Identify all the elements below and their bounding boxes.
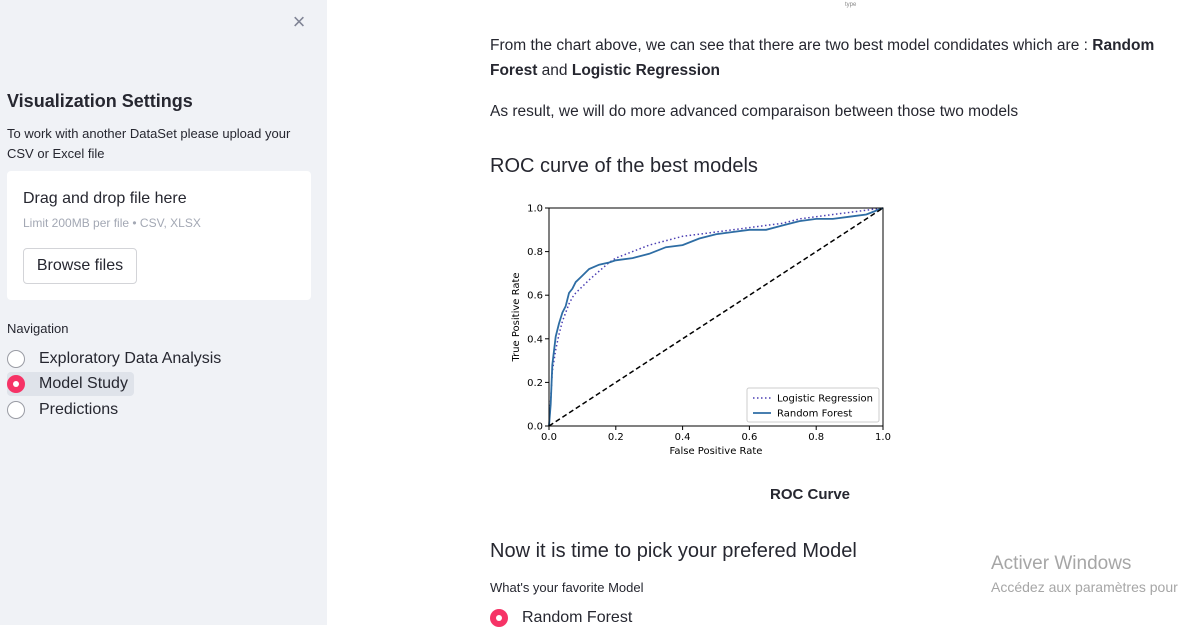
nav-radio-label: Exploratory Data Analysis xyxy=(39,350,222,367)
legend-label: Logistic Regression xyxy=(777,394,873,405)
para-text: and xyxy=(537,62,572,79)
sidebar-title: Visualization Settings xyxy=(7,91,193,111)
nav-radio-predictions[interactable]: Predictions xyxy=(7,398,124,422)
top-type-label: type xyxy=(845,2,857,8)
y-tick-label: 0.4 xyxy=(527,334,543,345)
y-tick-label: 0.2 xyxy=(527,378,543,389)
bold-model-2: Logistic Regression xyxy=(571,62,721,79)
plot-frame xyxy=(548,207,884,427)
para-text: From the chart above, we can see that th… xyxy=(490,37,1093,54)
y-tick-label: 1.0 xyxy=(527,204,543,215)
result-paragraph: As result, we will do more advanced comp… xyxy=(490,103,1019,120)
x-tick-label: 0.2 xyxy=(608,432,624,443)
favorite-radio-label: Random Forest xyxy=(522,609,633,626)
nav-radio-model-study[interactable]: Model Study xyxy=(7,372,134,396)
legend-box xyxy=(746,387,880,423)
x-tick-label: 0.0 xyxy=(541,432,557,443)
x-tick-label: 0.8 xyxy=(808,432,824,443)
windows-watermark-title: Activer Windows xyxy=(991,553,1132,574)
x-tick-label: 0.6 xyxy=(741,432,757,443)
radio-selected-icon[interactable] xyxy=(7,375,25,393)
uploader-limit: Limit 200MB per file • CSV, XLSX xyxy=(23,216,201,230)
analysis-paragraph: From the chart above, we can see that th… xyxy=(490,33,1185,83)
chart-caption: ROC Curve xyxy=(770,486,851,503)
legend-label: Random Forest xyxy=(777,409,852,420)
series-line-random-forest xyxy=(548,207,884,427)
y-tick-label: 0.6 xyxy=(527,291,543,302)
file-uploader[interactable]: Drag and drop file here Limit 200MB per … xyxy=(7,171,311,300)
sidebar-description: To work with another DataSet please uplo… xyxy=(7,126,291,161)
uploader-title: Drag and drop file here xyxy=(23,190,187,207)
favorite-radio-random-forest[interactable]: Random Forest xyxy=(490,606,638,630)
radio-selected-icon[interactable] xyxy=(490,609,508,627)
close-icon[interactable]: × xyxy=(292,9,306,34)
windows-watermark-subtitle: Accédez aux paramètres pour xyxy=(991,579,1178,595)
x-axis-label: False Positive Rate xyxy=(670,446,763,457)
y-axis-label: True Positive Rate xyxy=(511,272,522,362)
roc-heading: ROC curve of the best models xyxy=(490,155,758,177)
y-tick-label: 0.0 xyxy=(527,422,543,433)
diagonal-reference-line xyxy=(548,207,884,427)
favorite-model-label: What's your favorite Model xyxy=(490,580,644,595)
nav-radio-label: Model Study xyxy=(39,375,128,392)
x-tick-label: 0.4 xyxy=(675,432,691,443)
pick-model-heading: Now it is time to pick your prefered Mod… xyxy=(490,540,857,562)
series-line-logistic-regression xyxy=(548,207,884,427)
radio-unselected-icon[interactable] xyxy=(7,350,25,368)
bold-model-1: Random Forest xyxy=(490,37,1155,79)
radio-unselected-icon[interactable] xyxy=(7,401,25,419)
nav-radio-exploratory[interactable]: Exploratory Data Analysis xyxy=(7,347,227,371)
roc-chart: 0.0 0.2 0.4 0.6 0.8 1.0 0.0 0.2 0.4 0.6 0.8 1.0 Fals… xyxy=(511,204,891,458)
browse-files-button[interactable]: Browse files xyxy=(23,248,137,284)
navigation-label: Navigation xyxy=(7,321,69,336)
x-tick-label: 1.0 xyxy=(875,432,891,443)
y-tick-label: 0.8 xyxy=(527,247,543,258)
sidebar: × Visualization Settings To work with an… xyxy=(0,0,327,625)
nav-radio-label: Predictions xyxy=(39,401,119,418)
